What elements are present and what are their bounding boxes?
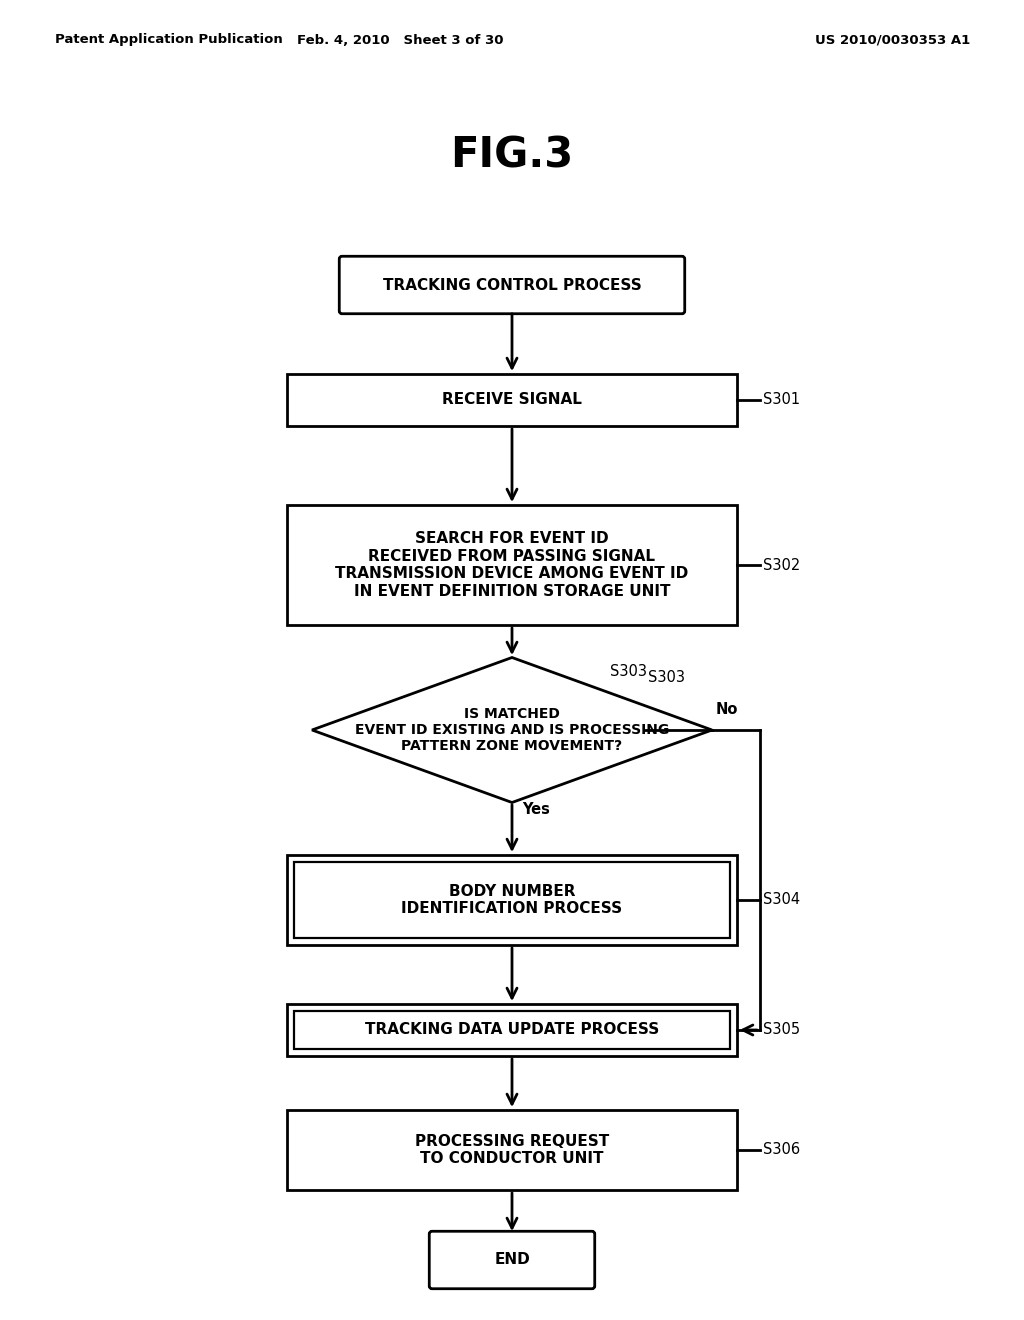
Text: IS MATCHED
EVENT ID EXISTING AND IS PROCESSING
PATTERN ZONE MOVEMENT?: IS MATCHED EVENT ID EXISTING AND IS PROC… — [355, 706, 669, 754]
Text: END: END — [495, 1253, 529, 1267]
Text: BODY NUMBER
IDENTIFICATION PROCESS: BODY NUMBER IDENTIFICATION PROCESS — [401, 884, 623, 916]
Bar — [287, 855, 737, 945]
Bar — [294, 1011, 730, 1049]
Text: Feb. 4, 2010   Sheet 3 of 30: Feb. 4, 2010 Sheet 3 of 30 — [297, 33, 503, 46]
Text: S302: S302 — [763, 557, 800, 573]
Text: PROCESSING REQUEST
TO CONDUCTOR UNIT: PROCESSING REQUEST TO CONDUCTOR UNIT — [415, 1134, 609, 1166]
FancyBboxPatch shape — [429, 1232, 595, 1288]
Text: No: No — [716, 702, 738, 718]
Text: S304: S304 — [763, 892, 800, 908]
Bar — [287, 1110, 737, 1191]
Bar — [287, 1005, 737, 1056]
Polygon shape — [312, 657, 712, 803]
Text: SEARCH FOR EVENT ID
RECEIVED FROM PASSING SIGNAL
TRANSMISSION DEVICE AMONG EVENT: SEARCH FOR EVENT ID RECEIVED FROM PASSIN… — [336, 532, 688, 598]
Text: US 2010/0030353 A1: US 2010/0030353 A1 — [815, 33, 970, 46]
Text: S303: S303 — [648, 671, 685, 685]
Bar — [294, 862, 730, 939]
Text: S301: S301 — [763, 392, 800, 408]
Text: TRACKING DATA UPDATE PROCESS: TRACKING DATA UPDATE PROCESS — [365, 1023, 659, 1038]
Text: Yes: Yes — [522, 803, 550, 817]
Text: Patent Application Publication: Patent Application Publication — [55, 33, 283, 46]
Bar — [287, 374, 737, 426]
Bar — [287, 506, 737, 624]
Text: S305: S305 — [763, 1023, 800, 1038]
Text: S303: S303 — [610, 664, 647, 680]
Text: S306: S306 — [763, 1143, 800, 1158]
Text: TRACKING CONTROL PROCESS: TRACKING CONTROL PROCESS — [383, 277, 641, 293]
FancyBboxPatch shape — [339, 256, 685, 314]
Text: RECEIVE SIGNAL: RECEIVE SIGNAL — [442, 392, 582, 408]
Text: FIG.3: FIG.3 — [451, 135, 573, 176]
